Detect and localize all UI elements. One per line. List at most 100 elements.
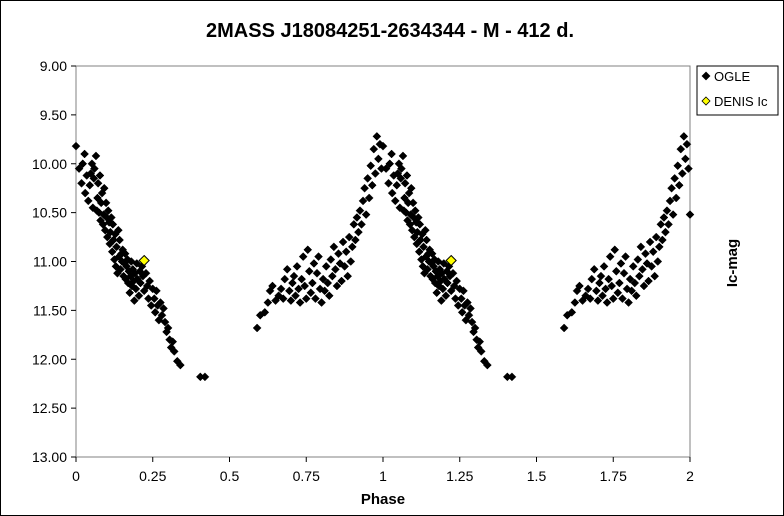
ogle-data-point <box>149 294 159 303</box>
ogle-data-point <box>80 149 89 159</box>
ogle-data-point <box>374 154 383 164</box>
legend-box <box>696 65 779 116</box>
x-tick-label: 1 <box>379 468 387 484</box>
ogle-data-point <box>598 291 607 301</box>
ogle-data-point <box>381 164 391 173</box>
ogle-data-point <box>387 149 396 159</box>
ogle-data-point <box>268 281 277 291</box>
ogle-data-point <box>661 227 670 237</box>
ogle-data-point <box>602 298 612 307</box>
ogle-data-point <box>331 264 340 274</box>
ogle-data-point <box>604 274 613 284</box>
ogle-data-point <box>677 169 687 178</box>
ogle-data-point <box>593 296 603 305</box>
ogle-data-point <box>624 298 633 307</box>
ogle-data-point <box>681 154 690 164</box>
ogle-data-point <box>436 296 446 305</box>
ogle-data-point <box>456 294 466 303</box>
ogle-data-point <box>280 274 290 284</box>
ogle-data-point <box>653 257 663 266</box>
ogle-data-point <box>85 180 95 190</box>
ogle-data-point <box>338 237 348 247</box>
ogle-data-point <box>351 235 360 245</box>
ogle-data-point <box>385 159 395 169</box>
ogle-data-point <box>289 271 299 281</box>
ogle-data-point <box>659 213 669 222</box>
ogle-data-point <box>91 151 101 161</box>
ogle-data-point <box>419 242 428 252</box>
ogle-data-point <box>263 298 273 307</box>
ogle-data-point <box>406 183 416 193</box>
ogle-data-point <box>308 278 317 288</box>
ogle-data-point <box>656 220 666 229</box>
ogle-data-point <box>676 144 686 154</box>
ogle-data-point <box>260 307 270 317</box>
ogle-data-point <box>645 237 655 247</box>
ogle-data-point <box>644 276 653 286</box>
ogle-data-point <box>651 232 661 242</box>
ogle-data-point <box>476 347 486 356</box>
ogle-data-point <box>384 178 393 188</box>
ogle-data-point <box>146 301 156 310</box>
ogle-data-point <box>398 151 408 161</box>
ogle-data-point <box>397 164 406 173</box>
ogle-data-point <box>625 274 635 284</box>
ogle-data-point <box>453 301 463 310</box>
ogle-data-point <box>671 193 681 203</box>
ogle-data-point <box>613 288 623 298</box>
ogle-data-point <box>667 183 676 193</box>
ogle-data-point <box>670 174 680 183</box>
ogle-data-point <box>309 259 319 268</box>
ogle-data-point <box>88 203 98 213</box>
y-axis-label: Ic-mag <box>724 239 741 287</box>
y-tick-label: 11.00 <box>33 254 67 270</box>
ogle-data-point <box>357 220 366 229</box>
ogle-data-point <box>665 196 675 206</box>
y-tick-label: 12.50 <box>32 400 67 416</box>
ogle-data-point <box>641 249 650 259</box>
ogle-data-point <box>421 225 430 235</box>
x-tick-label: 0 <box>72 468 80 484</box>
ogle-data-point <box>589 264 599 274</box>
ogle-data-point <box>323 278 333 288</box>
ogle-data-point <box>415 220 425 229</box>
x-tick-label: 0.75 <box>293 468 320 484</box>
ogle-data-point <box>647 262 656 271</box>
ogle-data-point <box>321 262 331 271</box>
ogle-data-point <box>304 266 314 276</box>
ogle-data-point <box>457 307 467 317</box>
ogle-data-point <box>312 268 322 278</box>
x-tick-label: 0.5 <box>220 468 240 484</box>
ogle-data-point <box>618 294 627 303</box>
ogle-data-point <box>114 225 123 235</box>
ogle-data-point <box>341 247 351 257</box>
ogle-data-point <box>559 323 569 333</box>
ogle-data-point <box>152 286 161 296</box>
ogle-data-point <box>176 360 185 370</box>
ogle-data-point <box>95 171 105 180</box>
y-axis: 9.00 9.50 10.00 10.50 11.00 11.50 12.00 12.50 13… <box>32 58 76 465</box>
ogle-data-point <box>317 298 326 307</box>
ogle-data-point <box>286 296 296 305</box>
ogle-data-point <box>363 174 373 183</box>
ogle-data-point <box>441 291 451 301</box>
legend-ogle-label: OGLE <box>714 69 750 84</box>
ogle-data-point <box>80 188 90 198</box>
ogle-data-point <box>658 235 667 245</box>
y-tick-label: 9.50 <box>40 107 67 123</box>
ogle-data-point <box>483 360 492 370</box>
ogle-data-point <box>451 294 460 303</box>
ogle-data-point <box>390 196 400 206</box>
ogle-data-point <box>355 206 365 216</box>
ogle-data-point <box>639 281 649 291</box>
ogle-data-point <box>115 235 124 245</box>
ogle-data-point <box>112 242 121 252</box>
ogle-data-point <box>459 286 468 296</box>
ogle-data-point <box>252 323 262 333</box>
ogle-data-point <box>464 310 474 320</box>
ogle-data-point <box>125 288 135 298</box>
x-tick-label: 2 <box>686 468 694 484</box>
x-axis: 0 0.25 0.5 0.75 1 1.25 1.5 1.75 2 <box>72 457 694 484</box>
ogle-data-point <box>595 278 604 288</box>
ogle-data-point <box>452 276 462 286</box>
